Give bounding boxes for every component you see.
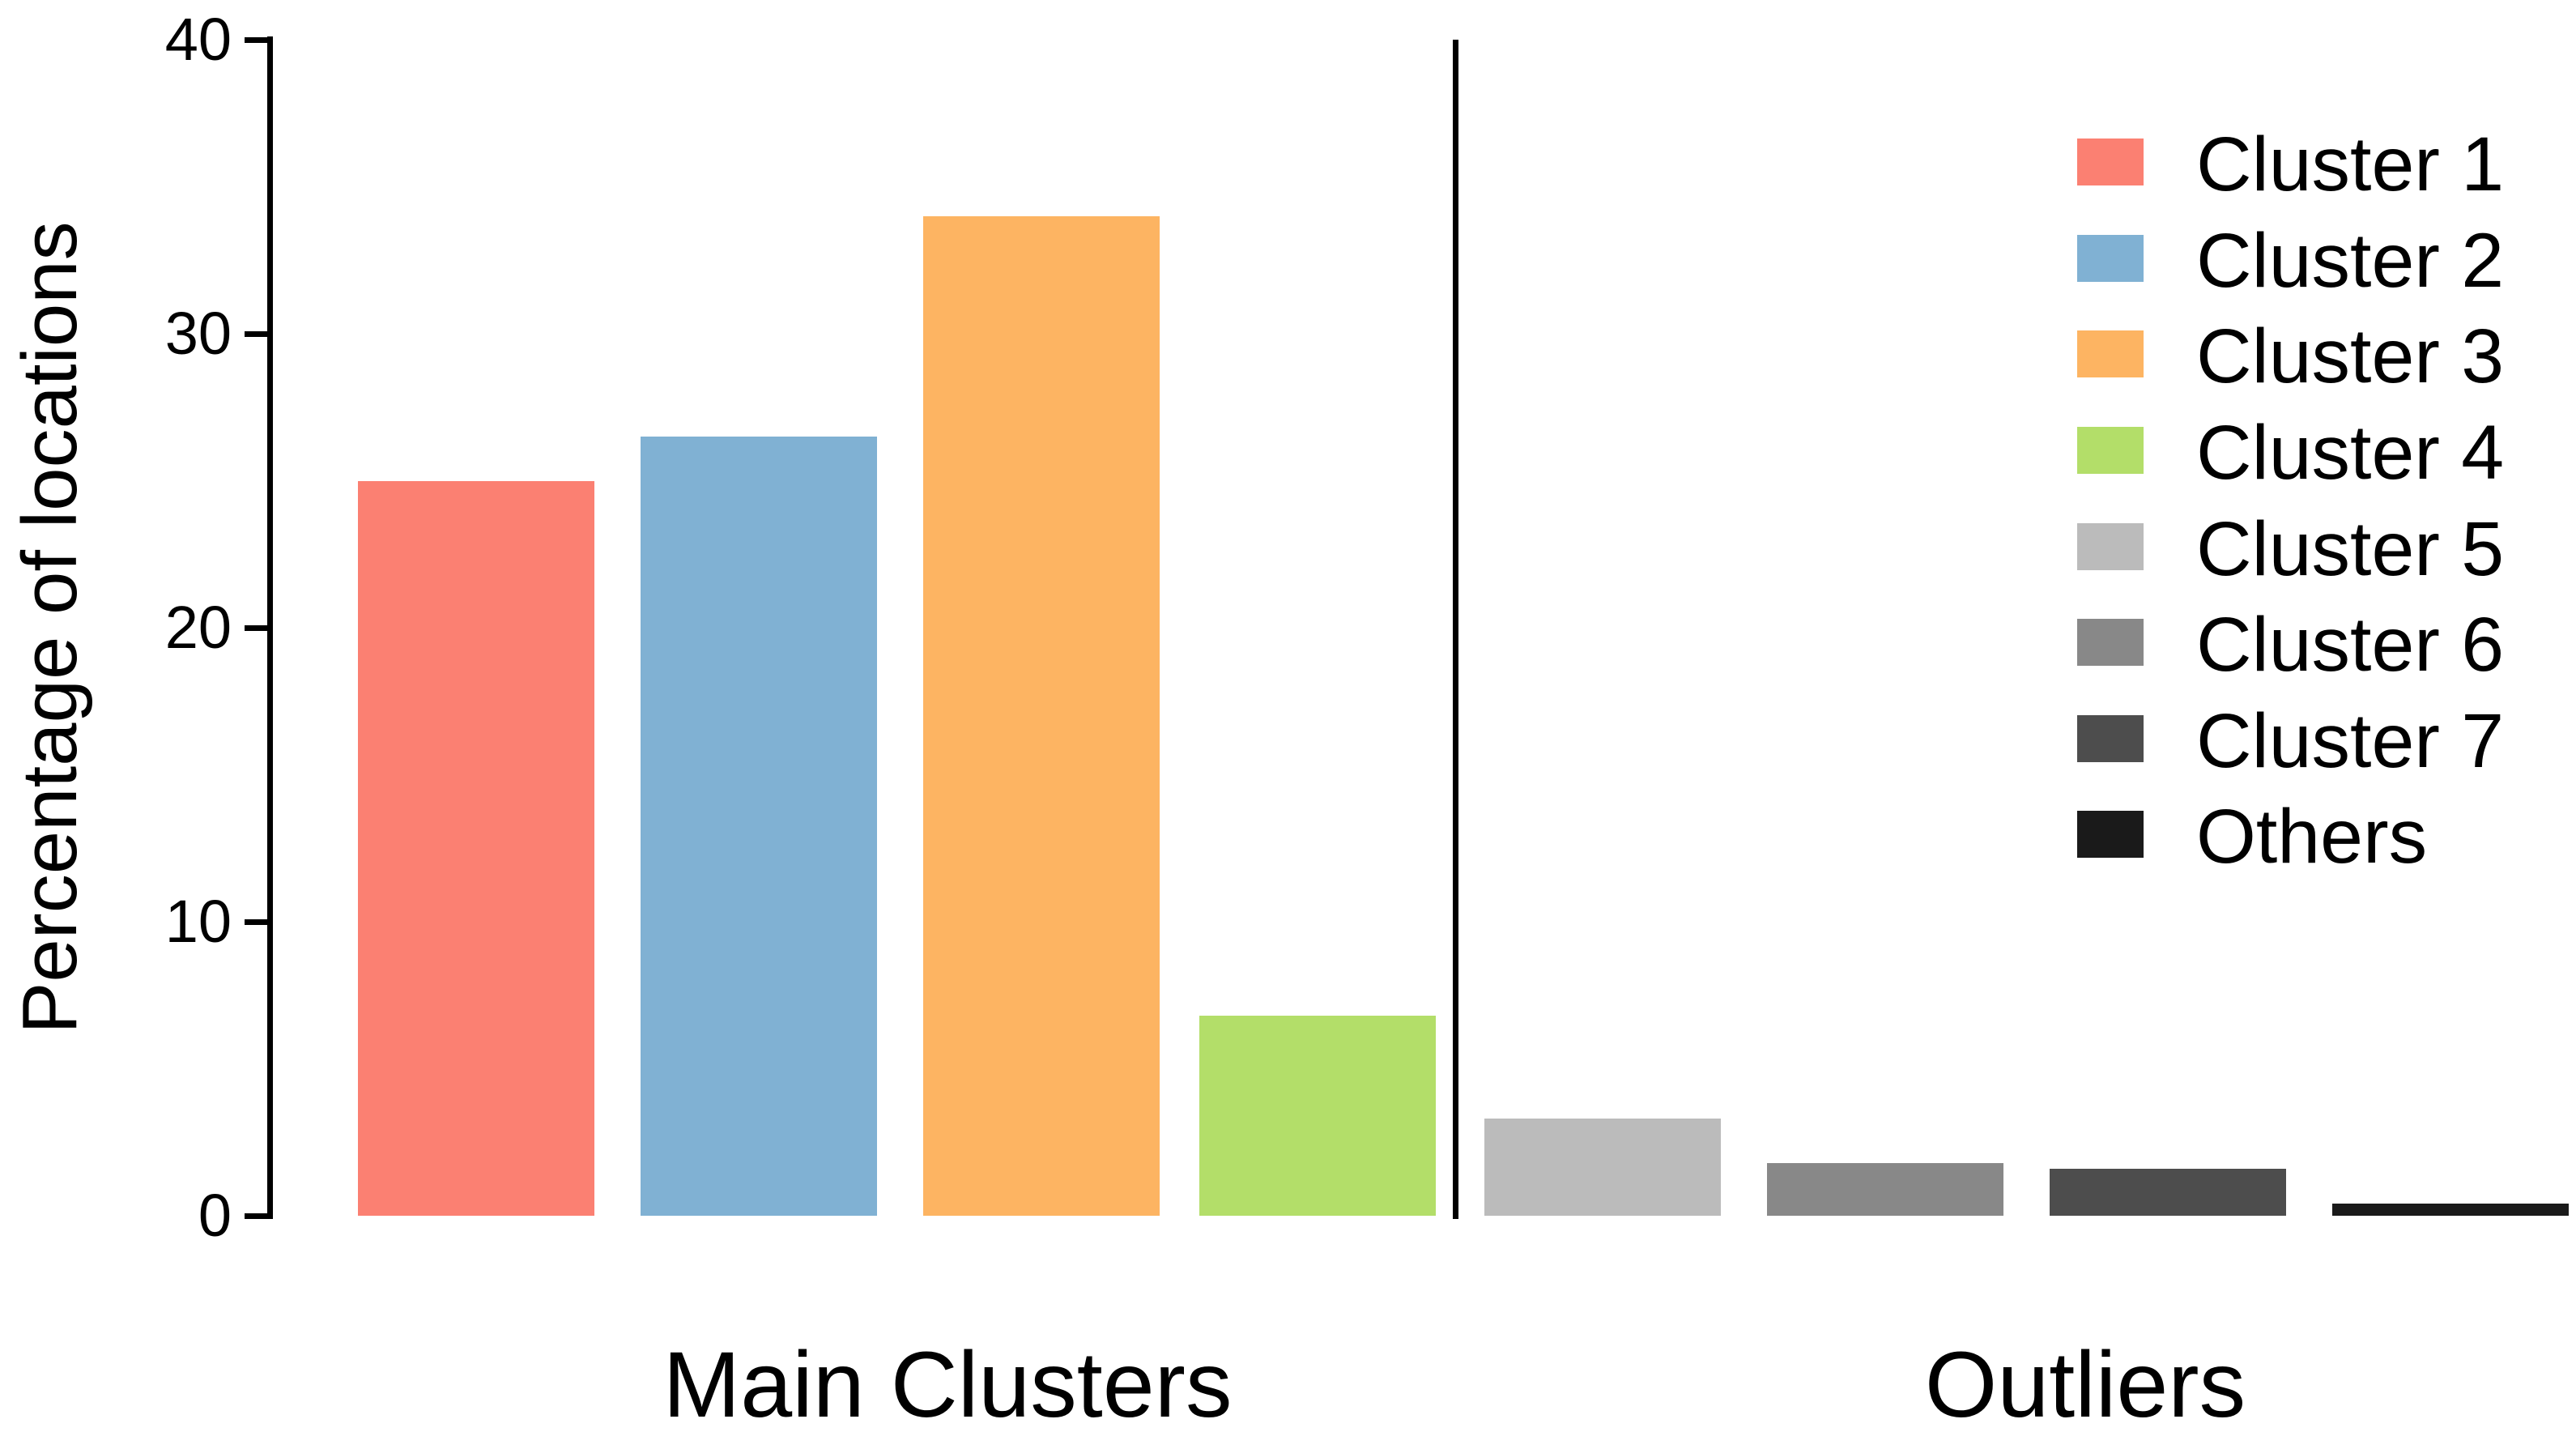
legend-label-cluster-1: Cluster 1 xyxy=(2196,121,2505,207)
y-tick-label-10: 10 xyxy=(164,888,232,955)
legend-swatch-cluster-1 xyxy=(2077,139,2144,185)
legend-label-cluster-5: Cluster 5 xyxy=(2196,506,2505,592)
x-group-label-outliers: Outliers xyxy=(1924,1333,2246,1432)
x-group-label-main-clusters: Main Clusters xyxy=(662,1333,1233,1432)
y-tick-mark-20 xyxy=(245,624,268,631)
y-tick-mark-10 xyxy=(245,918,268,925)
y-tick-mark-30 xyxy=(245,330,268,337)
y-axis-line xyxy=(267,36,273,1219)
y-tick-label-40: 40 xyxy=(164,6,232,73)
bar-cluster-1 xyxy=(358,481,594,1216)
legend-label-cluster-3: Cluster 3 xyxy=(2196,313,2505,399)
bar-cluster-6 xyxy=(1767,1163,2003,1216)
y-tick-label-30: 30 xyxy=(164,300,232,367)
legend-swatch-cluster-7 xyxy=(2077,715,2144,762)
legend-label-cluster-6: Cluster 6 xyxy=(2196,602,2505,688)
legend-swatch-cluster-5 xyxy=(2077,523,2144,570)
group-divider-line xyxy=(1453,40,1458,1219)
bar-cluster-5 xyxy=(1484,1119,1721,1216)
legend-label-others: Others xyxy=(2196,794,2428,880)
legend-label-cluster-4: Cluster 4 xyxy=(2196,410,2505,496)
legend-swatch-cluster-3 xyxy=(2077,330,2144,377)
bar-cluster-7 xyxy=(2050,1169,2286,1216)
bar-cluster-3 xyxy=(923,216,1160,1216)
bar-cluster-2 xyxy=(641,437,877,1216)
bar-cluster-4 xyxy=(1199,1016,1436,1216)
legend-swatch-cluster-4 xyxy=(2077,427,2144,474)
legend-swatch-cluster-6 xyxy=(2077,619,2144,666)
legend-swatch-cluster-2 xyxy=(2077,235,2144,282)
y-tick-mark-0 xyxy=(245,1213,268,1219)
y-tick-label-20: 20 xyxy=(164,594,232,661)
legend-label-cluster-2: Cluster 2 xyxy=(2196,218,2505,304)
bar-others xyxy=(2332,1204,2569,1216)
y-tick-mark-40 xyxy=(245,36,268,43)
legend-swatch-others xyxy=(2077,811,2144,858)
legend-label-cluster-7: Cluster 7 xyxy=(2196,698,2505,784)
y-tick-label-0: 0 xyxy=(198,1182,232,1249)
